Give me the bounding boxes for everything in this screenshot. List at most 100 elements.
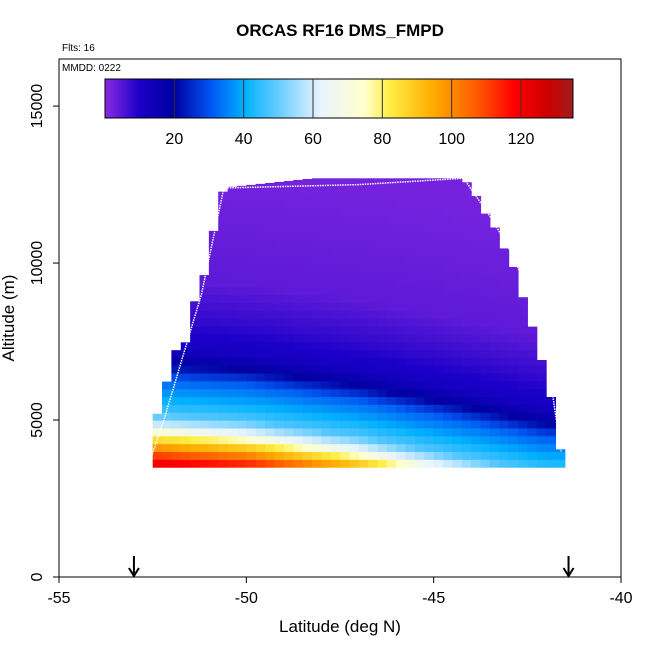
heatmap-cell (433, 208, 444, 217)
heatmap-cell (536, 420, 547, 429)
heatmap-cell (377, 215, 388, 225)
heatmap-cell (368, 396, 379, 405)
heatmap-cell (377, 278, 388, 288)
heatmap-cell (452, 333, 463, 343)
heatmap-cell (452, 178, 463, 186)
heatmap-cell (171, 443, 182, 453)
heatmap-cell (311, 372, 322, 382)
heatmap-cell (208, 443, 219, 453)
heatmap-cell (424, 215, 435, 225)
heatmap-cell (321, 231, 332, 241)
heatmap-cell (396, 372, 407, 382)
heatmap-cell (405, 435, 416, 445)
heatmap-cell (293, 365, 304, 374)
heatmap-cell (377, 325, 388, 335)
heatmap-cell (349, 263, 360, 272)
heatmap-cell (358, 223, 369, 233)
heatmap-cell (489, 263, 500, 272)
heatmap-cell (452, 380, 463, 390)
heatmap-cell (246, 184, 257, 194)
heatmap-cell (461, 270, 472, 280)
heatmap-cell (283, 184, 294, 194)
heatmap-cell (152, 420, 163, 429)
heatmap-cell (471, 388, 482, 398)
heatmap-cell (274, 263, 285, 272)
heatmap-cell (311, 325, 322, 335)
heatmap-cell (199, 388, 210, 398)
heatmap-cell (358, 184, 369, 194)
heatmap-cell (471, 412, 482, 421)
heatmap-cell (358, 286, 369, 296)
heatmap-cell (321, 372, 332, 382)
heatmap-cell (396, 380, 407, 390)
heatmap-cell (443, 255, 453, 264)
heatmap-cell (190, 412, 201, 421)
heatmap-cell (293, 412, 304, 421)
heatmap-cell (190, 427, 201, 437)
heatmap-cell (236, 263, 247, 272)
heatmap-cell (349, 255, 360, 264)
heatmap-cell (208, 286, 219, 296)
heatmap-cell (489, 349, 500, 358)
heatmap-cell (218, 420, 229, 429)
heatmap-cell (349, 294, 360, 303)
heatmap-cell (265, 396, 276, 405)
heatmap-cell (293, 231, 304, 241)
heatmap-cell (218, 200, 229, 209)
heatmap-cell (274, 302, 285, 311)
heatmap-cell (452, 231, 463, 241)
heatmap-cell (461, 310, 472, 319)
heatmap-cell (311, 420, 322, 429)
heatmap-cell (461, 215, 472, 225)
heatmap-cell (358, 412, 369, 421)
heatmap-cell (517, 357, 528, 366)
heatmap-cell (386, 223, 397, 233)
heatmap-cell (171, 388, 182, 398)
heatmap-cell (386, 435, 397, 445)
heatmap-cell (461, 451, 472, 460)
heatmap-cell (358, 192, 369, 201)
heatmap-cell (311, 278, 322, 288)
heatmap-cell (218, 341, 229, 350)
heatmap-cell (471, 396, 482, 405)
heatmap-cell (396, 435, 407, 445)
heatmap-cell (171, 420, 182, 429)
heatmap-cell (265, 200, 276, 209)
heatmap-cell (377, 231, 388, 241)
heatmap-cell (480, 443, 491, 453)
heatmap-cell (255, 341, 266, 350)
heatmap-cell (255, 372, 266, 382)
heatmap-cell (236, 294, 247, 303)
heatmap-cell (461, 286, 472, 296)
heatmap-cell (377, 420, 388, 429)
heatmap-cell (424, 388, 435, 398)
heatmap-cell (405, 294, 416, 303)
heatmap-cell (452, 365, 463, 374)
heatmap-cell (246, 231, 257, 241)
heatmap-cell (386, 404, 397, 413)
heatmap-cell (171, 380, 182, 390)
heatmap-cell (340, 231, 350, 241)
heatmap-cell (162, 381, 172, 390)
heatmap-cell (302, 215, 313, 225)
heatmap-cell (452, 435, 463, 445)
heatmap-cell (180, 365, 191, 374)
heatmap-cell (461, 435, 472, 445)
heatmap-cell (405, 247, 416, 256)
heatmap-cell (461, 333, 472, 343)
heatmap-cell (424, 412, 435, 421)
heatmap-cell (433, 412, 444, 421)
y-tick-label: 15000 (29, 84, 46, 129)
heatmap-cell (424, 208, 435, 217)
heatmap-cell (396, 200, 407, 209)
heatmap-cell (255, 223, 266, 233)
heatmap-cell (368, 278, 379, 288)
heatmap-cell (199, 435, 210, 445)
flight-track-line (148, 177, 562, 465)
heatmap-cell (274, 294, 285, 303)
heatmap-cell (340, 270, 350, 280)
heatmap-cell (377, 247, 388, 256)
heatmap-cell (255, 215, 266, 225)
heatmap-cell (396, 184, 407, 194)
heatmap-cell (546, 459, 557, 468)
